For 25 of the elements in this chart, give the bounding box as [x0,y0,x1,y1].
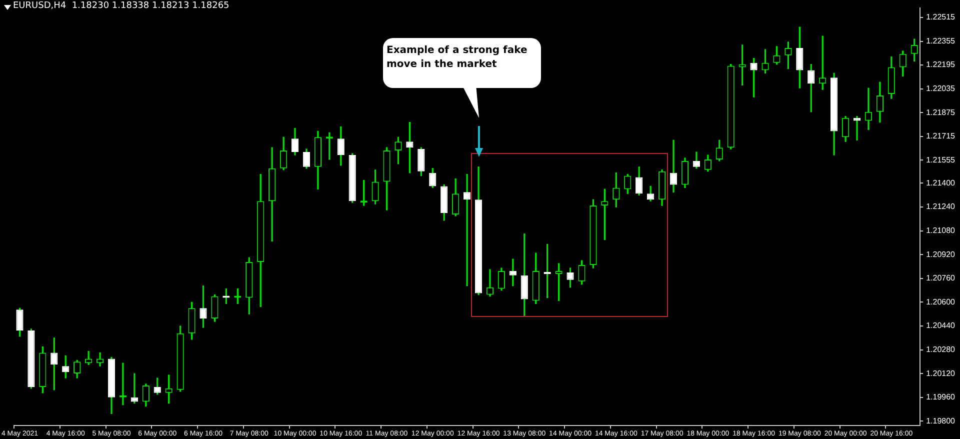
y-tick-label: 1.22195 [926,60,956,70]
candlestick [130,373,138,404]
y-tick-label: 1.22035 [926,84,956,94]
y-tick-label: 1.20120 [926,368,956,378]
y-tick-label: 1.20760 [926,274,956,283]
y-tick-label: 1.21400 [926,178,956,188]
chart-title: EURUSD,H4 1.18230 1.18338 1.18213 1.18265 [13,1,230,11]
y-tick-label: 1.22355 [926,36,956,46]
y-tick-label: 1.20440 [926,321,956,330]
y-tick-label: 1.20600 [926,297,956,306]
annotation: Example of a strong fake move in the market [382,38,540,88]
candlestick [670,140,678,192]
candlestick [853,116,861,140]
y-tick-label: 1.20920 [926,250,956,259]
y-tick-label: 1.21715 [926,132,956,141]
candlestick [463,174,471,286]
y-tick-label: 1.21080 [926,226,956,236]
y-tick-label: 1.22515 [926,12,956,22]
y-tick-label: 1.21555 [926,155,956,164]
y-tick-label: 1.21875 [926,108,956,117]
y-tick-label: 1.20280 [926,344,956,354]
y-tick-label: 1.19800 [926,416,956,426]
y-tick-label: 1.21240 [926,202,956,212]
candlestick [864,88,872,130]
y-tick-label: 1.19960 [926,392,956,402]
